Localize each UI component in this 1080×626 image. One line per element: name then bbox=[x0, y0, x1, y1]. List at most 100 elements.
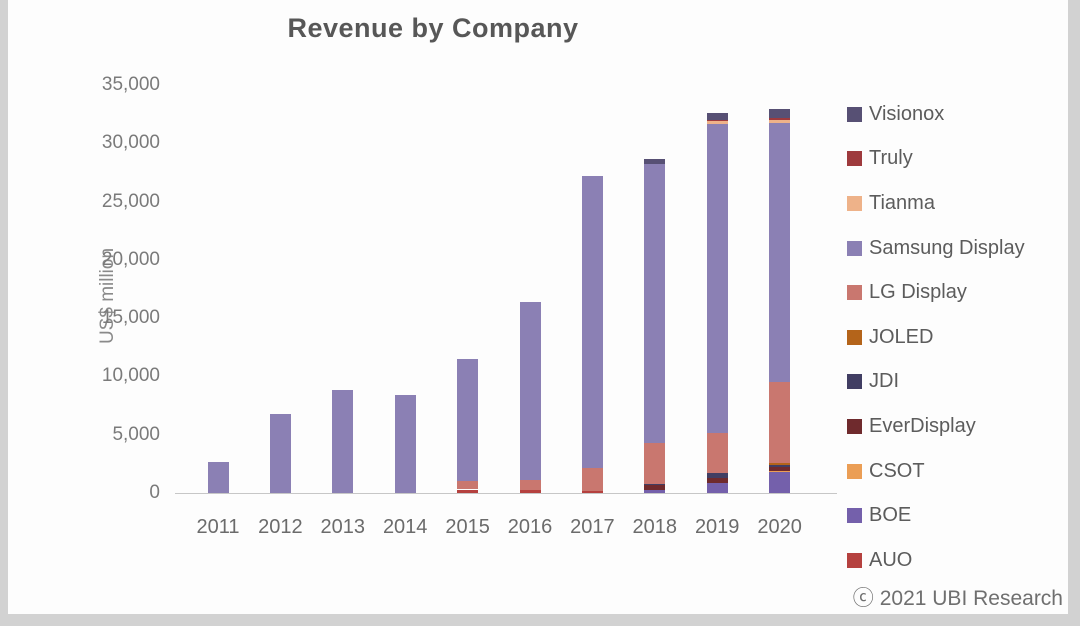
bar-2015 bbox=[457, 0, 479, 493]
copyright-icon: ⓒ bbox=[852, 587, 874, 610]
y-tick-label: 15,000 bbox=[101, 307, 160, 329]
legend-swatch-icon bbox=[847, 418, 862, 434]
bar-2017 bbox=[581, 0, 603, 493]
y-tick-label: 20,000 bbox=[101, 248, 160, 270]
y-tick-label: 0 bbox=[149, 482, 160, 503]
y-tick-label: 10,000 bbox=[101, 365, 160, 387]
bar-segment-samsung-display-2017 bbox=[581, 175, 603, 468]
bar-segment-lg-display-2016 bbox=[519, 479, 541, 491]
bar-segment-lg-display-2019 bbox=[706, 432, 728, 473]
legend-label: BOE bbox=[869, 504, 912, 527]
bar-segment-samsung-display-2018 bbox=[644, 164, 666, 443]
bar-segment-samsung-display-2015 bbox=[457, 358, 479, 482]
legend-item-csot: CSOT bbox=[847, 449, 1062, 494]
legend-swatch-icon bbox=[847, 374, 862, 390]
x-tick-label-2011: 2011 bbox=[196, 516, 240, 538]
bar-segment-jdi-2019 bbox=[706, 472, 728, 478]
footer-credit: ⓒ 2021 UBI Research bbox=[853, 582, 1063, 612]
x-tick-label-2017: 2017 bbox=[570, 516, 615, 538]
y-tick-label: 35,000 bbox=[101, 74, 160, 95]
bar-segment-everdisplay-2018 bbox=[644, 485, 666, 491]
bar-segment-lg-display-2020 bbox=[769, 382, 791, 463]
legend-item-jdi: JDI bbox=[847, 360, 1062, 405]
x-tick-label-2015: 2015 bbox=[445, 516, 490, 538]
bar-2012 bbox=[269, 0, 291, 493]
bar-segment-samsung-display-2013 bbox=[332, 390, 354, 493]
bar-segment-samsung-display-2014 bbox=[394, 395, 416, 493]
x-tick-label-2012: 2012 bbox=[258, 516, 303, 538]
legend-item-tianma: Tianma bbox=[847, 181, 1062, 226]
legend-item-lg-display: LG Display bbox=[847, 270, 1062, 315]
x-tick-label-2013: 2013 bbox=[320, 516, 366, 538]
bar-2019 bbox=[706, 0, 728, 493]
bar-segment-visionox-2019 bbox=[706, 112, 728, 120]
legend-label: LG Display bbox=[869, 281, 967, 304]
x-tick-label-2020: 2020 bbox=[757, 516, 802, 538]
footer-text: 2021 UBI Research bbox=[879, 587, 1063, 610]
legend-swatch-icon bbox=[847, 106, 862, 122]
legend-item-visionox: Visionox bbox=[847, 92, 1062, 137]
bar-segment-samsung-display-2011 bbox=[207, 462, 229, 493]
legend-swatch-icon bbox=[847, 508, 862, 524]
bar-segment-boe-2019 bbox=[706, 482, 728, 493]
bar-segment-lg-display-2018 bbox=[644, 442, 666, 485]
bar-segment-visionox-2020 bbox=[769, 109, 791, 118]
bar-2013 bbox=[332, 0, 354, 493]
bar-segment-tianma-2020 bbox=[769, 119, 791, 124]
legend-label: JDI bbox=[869, 370, 899, 393]
legend-label: EverDisplay bbox=[869, 414, 976, 437]
legend-item-truly: Truly bbox=[847, 137, 1062, 182]
bar-2018 bbox=[644, 0, 666, 493]
legend-item-joled: JOLED bbox=[847, 315, 1062, 360]
bar-2014 bbox=[394, 0, 416, 493]
legend-label: CSOT bbox=[869, 459, 925, 482]
bar-segment-samsung-display-2012 bbox=[269, 413, 291, 493]
bar-segment-lg-display-2015 bbox=[457, 481, 479, 490]
legend-swatch-icon bbox=[847, 463, 862, 479]
bar-segment-visionox-2018 bbox=[644, 159, 666, 165]
bar-segment-csot-2020 bbox=[769, 470, 791, 472]
legend-swatch-icon bbox=[847, 329, 862, 345]
chart-panel: Revenue by Company US$ million 0 5,000 10,… bbox=[8, 0, 1068, 614]
legend-swatch-icon bbox=[847, 195, 862, 211]
y-tick-label: 25,000 bbox=[101, 190, 160, 212]
legend-swatch-icon bbox=[847, 552, 862, 568]
y-tick-label: 30,000 bbox=[101, 132, 160, 154]
bar-segment-samsung-display-2019 bbox=[706, 124, 728, 433]
bar-segment-truly-2019 bbox=[706, 119, 728, 122]
bar-segment-jdi-2018 bbox=[644, 484, 666, 486]
legend-label: AUO bbox=[869, 548, 913, 571]
bar-2011 bbox=[207, 0, 229, 493]
legend-swatch-icon bbox=[847, 285, 862, 301]
legend-swatch-icon bbox=[847, 240, 862, 256]
legend-item-everdisplay: EverDisplay bbox=[847, 404, 1062, 449]
y-tick-label: 5,000 bbox=[112, 423, 160, 445]
x-tick-label-2019: 2019 bbox=[694, 516, 740, 538]
legend-item-samsung-display: Samsung Display bbox=[847, 226, 1062, 271]
legend-label: Samsung Display bbox=[869, 236, 1025, 259]
bar-segment-lg-display-2017 bbox=[581, 467, 603, 491]
x-axis-line bbox=[175, 493, 837, 494]
bar-segment-tianma-2019 bbox=[706, 121, 728, 125]
bar-segment-jdi-2020 bbox=[769, 465, 791, 468]
bar-2020 bbox=[769, 0, 791, 493]
legend-label: Tianma bbox=[869, 191, 935, 214]
legend-label: Visionox bbox=[869, 102, 945, 125]
bar-segment-joled-2020 bbox=[769, 462, 791, 466]
x-tick-label-2016: 2016 bbox=[507, 516, 553, 538]
bar-segment-boe-2020 bbox=[769, 472, 791, 493]
bar-segment-everdisplay-2020 bbox=[769, 467, 791, 471]
legend-item-boe: BOE bbox=[847, 493, 1062, 538]
bar-segment-auo-2015 bbox=[457, 489, 479, 493]
bar-segment-everdisplay-2019 bbox=[706, 477, 728, 483]
bar-segment-truly-2020 bbox=[769, 117, 791, 120]
x-tick-label-2014: 2014 bbox=[382, 516, 428, 538]
bar-2016 bbox=[519, 0, 541, 493]
legend-label: JOLED bbox=[869, 325, 934, 348]
legend-label: Truly bbox=[869, 147, 913, 170]
bar-segment-samsung-display-2020 bbox=[769, 123, 791, 383]
bar-segment-samsung-display-2016 bbox=[519, 301, 541, 480]
bar-segment-boe-2018 bbox=[644, 490, 666, 493]
legend: Visionox Truly Tianma Samsung Display LG Dis… bbox=[847, 92, 1062, 583]
legend-item-auo: AUO bbox=[847, 538, 1062, 583]
